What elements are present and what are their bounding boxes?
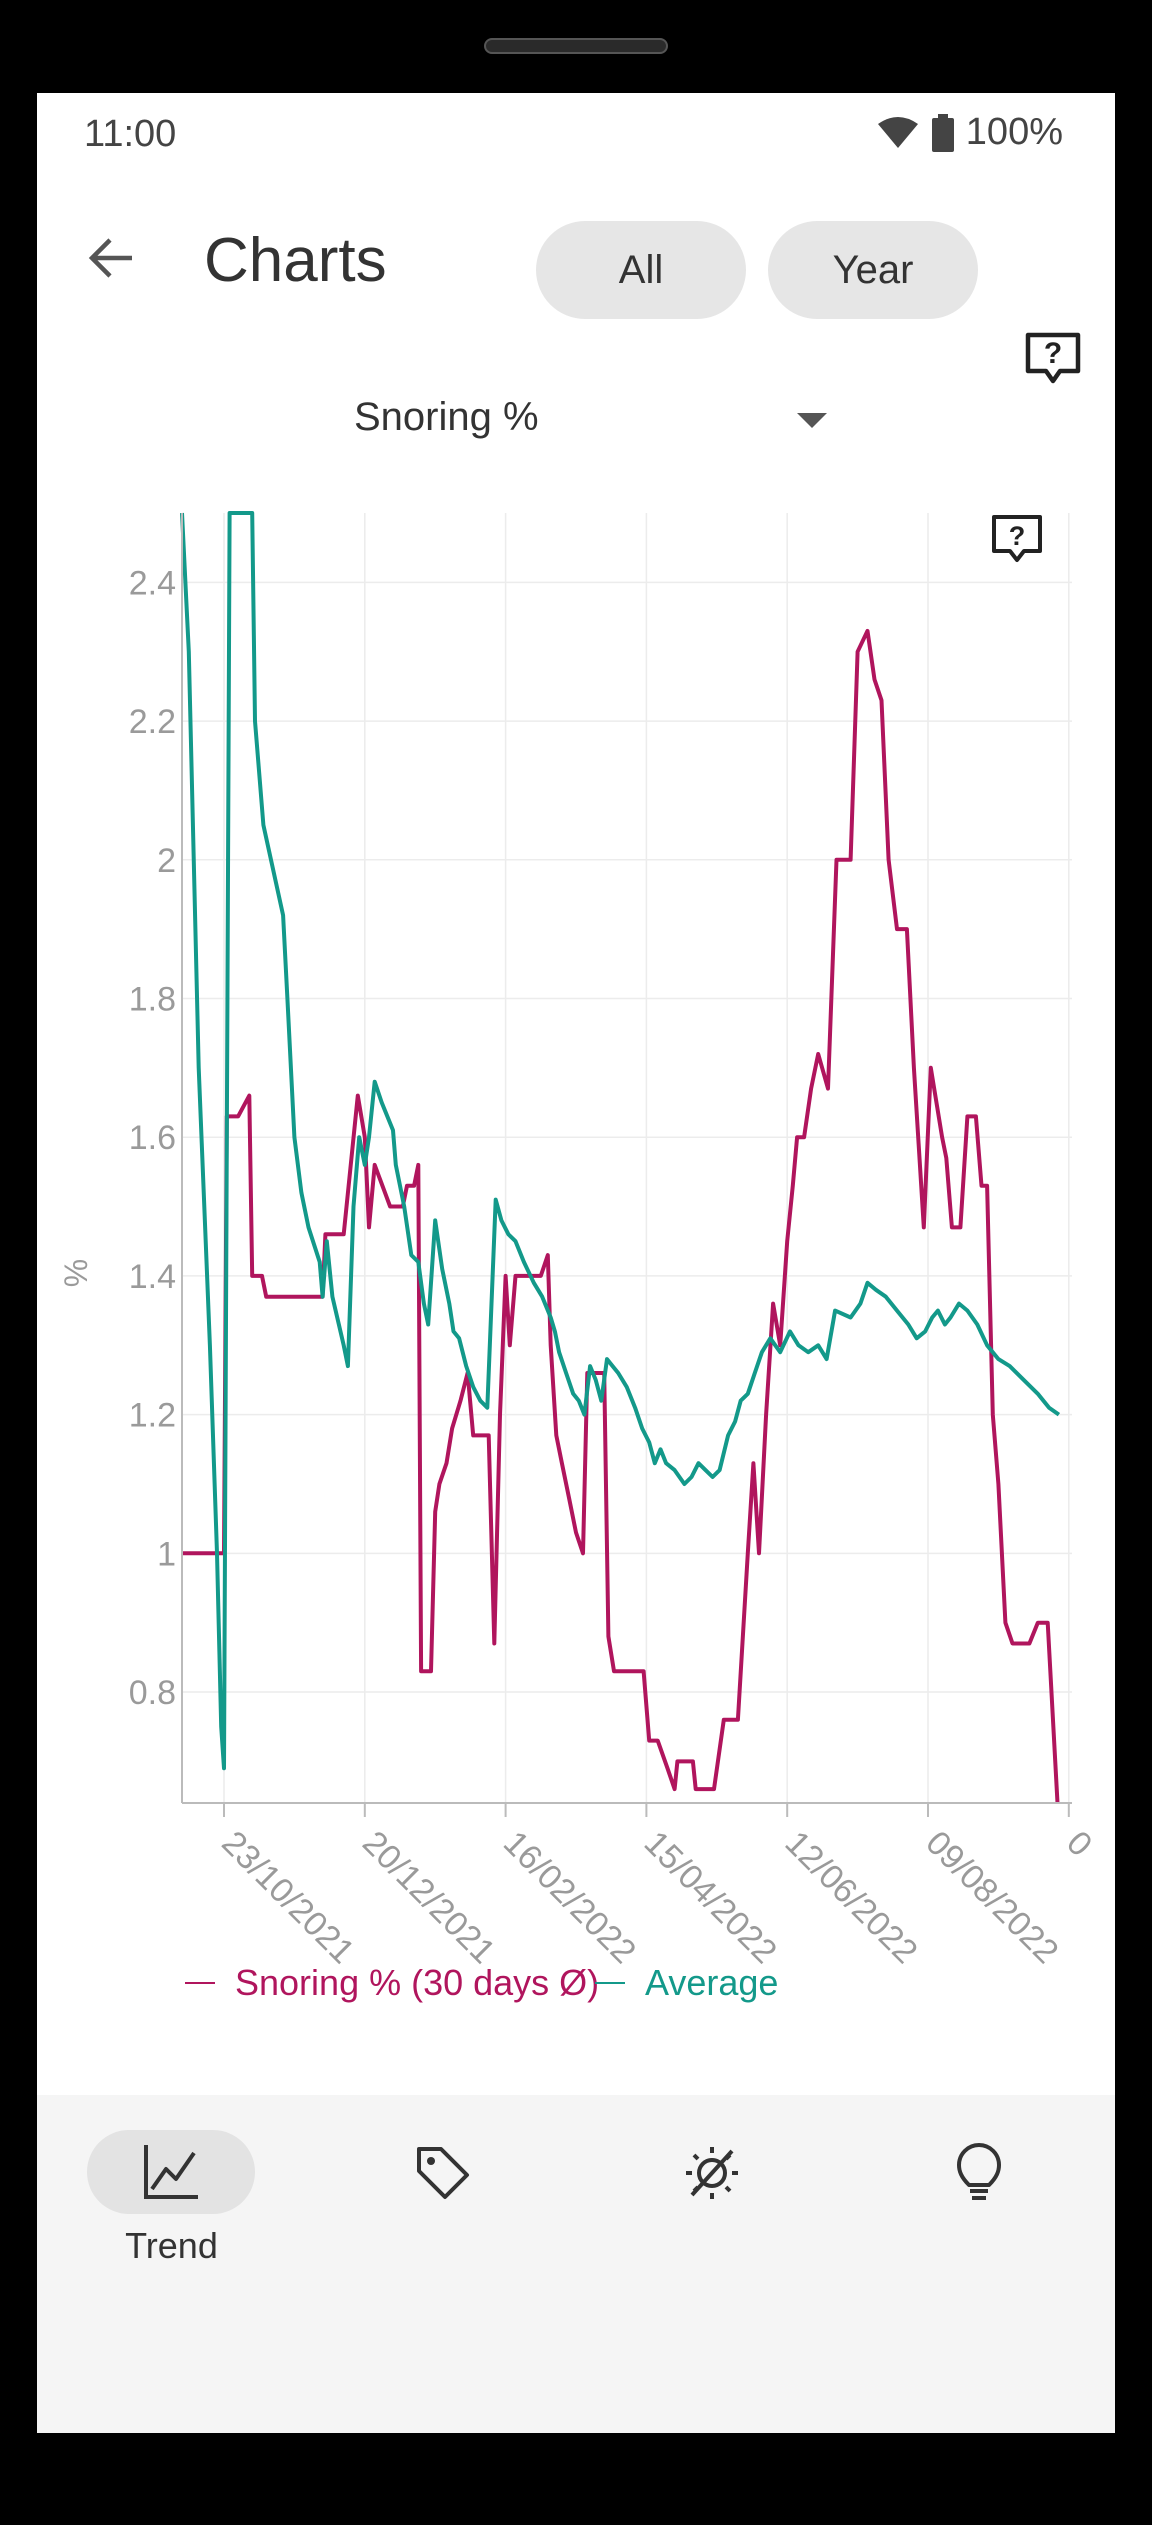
help-bubble-icon: ? [1025, 332, 1081, 384]
filter-chip-all[interactable]: All [536, 221, 746, 319]
x-tick-label: 23/10/2021 [214, 1824, 361, 1971]
y-tick-label: 1 [157, 1535, 176, 1573]
chart-legend: Snoring % (30 days Ø) Average [185, 1962, 778, 2003]
wifi-icon [877, 116, 918, 148]
y-tick-label: 0.8 [129, 1674, 176, 1712]
nav-item-sleep[interactable] [576, 2095, 846, 2295]
x-axis-ticks: 23/10/202120/12/202116/02/202215/04/2022… [214, 1824, 1099, 1971]
nav-item-tags[interactable] [306, 2095, 576, 2295]
battery-percent: 100% [965, 111, 1063, 153]
line-chart: 2.4 2.2 2 1.8 1.6 1.4 1.2 1 0.8 23/10/202120/12/… [58, 511, 1099, 2003]
nav-item-trend[interactable]: Trend [37, 2095, 306, 2295]
y-tick-label: 2.2 [129, 703, 176, 741]
filter-chip-year[interactable]: Year [768, 221, 978, 319]
y-axis-ticks: 2.4 2.2 2 1.8 1.6 1.4 1.2 1 0.8 [129, 564, 176, 1712]
x-tick-label: 0 [1059, 1824, 1099, 1864]
chart-series [180, 511, 1061, 1804]
y-tick-label: 1.8 [129, 980, 176, 1018]
series-line-snoring [182, 628, 1060, 1804]
help-bubble-icon [992, 515, 1042, 562]
earpiece-speaker [484, 38, 668, 54]
dropdown-selected-label: Snoring % [354, 395, 539, 439]
chart-help-button[interactable]: ? [992, 515, 1042, 562]
legend-label: Average [645, 1962, 778, 2003]
arrow-back-icon [88, 238, 132, 278]
x-tick-label: 20/12/2021 [355, 1824, 502, 1971]
y-tick-label: 1.6 [129, 1119, 176, 1157]
y-tick-label: 1.2 [129, 1397, 176, 1435]
dropdown-arrow-icon [797, 413, 827, 428]
trend-chart-icon [144, 2145, 198, 2199]
bottom-navigation: Trend [37, 2095, 1115, 2433]
app-bar: Charts All Year ? [37, 203, 1115, 384]
x-tick-label: 09/08/2022 [918, 1824, 1065, 1971]
system-navigation-bar [37, 2423, 1115, 2433]
nav-item-tips[interactable] [846, 2095, 1115, 2295]
status-time: 11:00 [84, 113, 177, 155]
back-button[interactable] [77, 223, 147, 293]
page-title: Charts [204, 226, 387, 295]
phone-screen: 11:00 100% Charts All Year ? [37, 93, 1115, 2433]
svg-text:?: ? [1009, 521, 1026, 551]
sleep-settings-icon [686, 2147, 738, 2199]
lightbulb-icon [957, 2143, 1001, 2200]
x-tick-label: 15/04/2022 [637, 1824, 784, 1971]
help-button[interactable]: ? [1018, 323, 1088, 393]
legend-label: Snoring % (30 days Ø) [235, 1962, 599, 2003]
x-tick-label: 16/02/2022 [496, 1824, 643, 1971]
series-line-average [180, 511, 1061, 1771]
chart-grid [182, 513, 1072, 1803]
y-tick-label: 2 [157, 842, 176, 880]
chart-axes [181, 513, 1072, 1817]
status-bar: 11:00 100% [37, 93, 1115, 183]
status-icons: 100% [876, 111, 1063, 154]
x-tick-label: 12/06/2022 [778, 1824, 925, 1971]
tag-icon [417, 2147, 469, 2199]
svg-text:?: ? [1044, 337, 1062, 370]
y-axis-label: % [58, 1259, 94, 1287]
nav-label-trend: Trend [125, 2225, 218, 2266]
y-tick-label: 1.4 [129, 1258, 176, 1296]
y-tick-label: 2.4 [129, 564, 176, 602]
battery-icon [931, 113, 954, 152]
metric-dropdown[interactable]: Snoring % [337, 383, 877, 463]
